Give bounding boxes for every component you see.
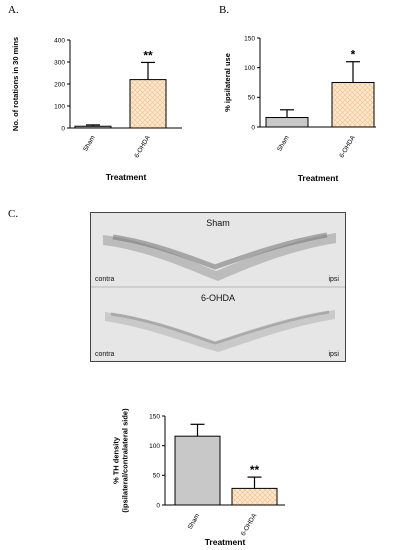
category-label: Sham	[276, 135, 291, 153]
micrograph-sham: Sham contra ipsi	[91, 213, 345, 286]
bar-sham	[74, 125, 112, 129]
micrograph-ohda-title: 6-OHDA	[200, 293, 235, 303]
y-tick-label: 400	[54, 37, 65, 44]
micrograph-sham-ipsi-label: ipsi	[328, 276, 339, 283]
y-axis-label: No. of rotations in 30 mins	[11, 37, 20, 131]
tissue-band-ohda	[105, 310, 335, 352]
bar-sham	[174, 435, 221, 506]
y-tick-label: 0	[156, 502, 160, 509]
significance-marker: **	[250, 463, 260, 477]
y-tick-label: 200	[54, 81, 65, 88]
panel-label-a: A.	[8, 4, 19, 16]
y-tick-label: 100	[149, 443, 160, 450]
y-tick-label: 100	[54, 103, 65, 110]
category-label: 6-OHDA	[240, 512, 259, 537]
bar-sham	[265, 117, 309, 128]
tissue-dense-ohda	[110, 310, 330, 345]
y-axis-label-line: (ipsilateral/contralateral side)	[121, 408, 130, 513]
micrograph-sham-contra-label: contra	[95, 276, 115, 283]
significance-marker: *	[351, 48, 356, 62]
y-tick-label: 300	[54, 59, 65, 66]
x-axis-label: Treatment	[298, 173, 339, 183]
bar-6-ohda	[331, 82, 375, 128]
y-tick-label: 100	[244, 65, 255, 72]
y-axis-label-line: % ipsilateral use	[223, 53, 232, 112]
y-tick-label: 50	[153, 473, 161, 480]
y-axis-label: % TH density(ipsilateral/contralateral s…	[112, 408, 130, 513]
micrograph-ohda-ipsi-label: ipsi	[328, 351, 339, 358]
panel-label-c: C.	[8, 208, 19, 220]
bar-6-ohda	[231, 487, 278, 506]
y-tick-label: 150	[149, 413, 160, 420]
y-tick-label: 50	[248, 95, 256, 102]
micrograph-ohda-contra-label: contra	[95, 351, 115, 358]
x-axis-label: Treatment	[205, 537, 246, 547]
category-label: 6-OHDA	[338, 134, 357, 159]
chart-th-density: 0 50 100 150 Sham 6-OHDA ** Treatment % TH densi…	[112, 408, 285, 547]
significance-marker: **	[143, 48, 153, 62]
y-tick-label: 150	[244, 35, 255, 42]
chart-rotations: 0 100 200 300 400 Sham 6-OHDA ** Treatment No. of…	[11, 37, 182, 182]
y-axis-label: % ipsilateral use	[223, 53, 232, 112]
tissue-dense-sham	[112, 232, 328, 270]
x-axis-label: Treatment	[106, 172, 147, 182]
category-label: Sham	[82, 135, 97, 153]
y-axis-label-line: No. of rotations in 30 mins	[11, 37, 20, 131]
panel-label-b: B.	[219, 4, 230, 16]
micrograph-ohda: 6-OHDA contra ipsi	[91, 288, 345, 361]
micrograph-sham-title: Sham	[206, 218, 230, 228]
bar-6-ohda	[129, 79, 167, 129]
micrograph-panel: Sham contra ipsi 6-OHDA contra ipsi	[90, 212, 346, 362]
y-tick-label: 0	[61, 125, 65, 132]
y-tick-label: 0	[251, 124, 255, 131]
chart-ipsilateral: 0 50 100 150 Sham 6-OHDA * Treatment % ipsilater…	[223, 35, 376, 183]
category-label: 6-OHDA	[133, 134, 152, 159]
y-axis-label-line: % TH density	[112, 436, 121, 484]
category-label: Sham	[187, 513, 202, 531]
